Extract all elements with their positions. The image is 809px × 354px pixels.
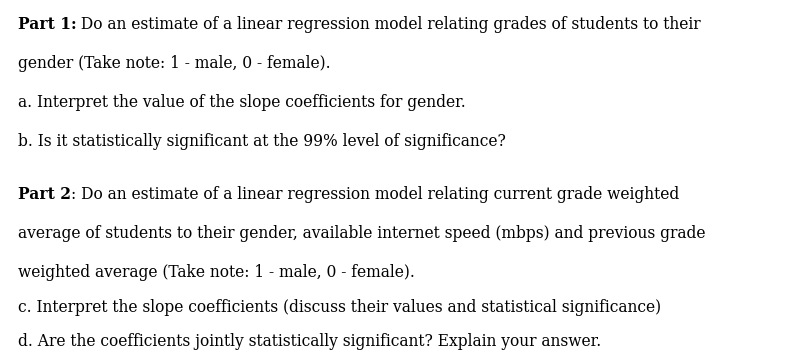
Text: b. Is it statistically significant at the 99% level of significance?: b. Is it statistically significant at th… <box>18 133 506 150</box>
Text: Part 2: Part 2 <box>18 186 71 203</box>
Text: c. Interpret the slope coefficients (discuss their values and statistical signif: c. Interpret the slope coefficients (dis… <box>18 299 661 316</box>
Text: Do an estimate of a linear regression model relating grades of students to their: Do an estimate of a linear regression mo… <box>76 16 701 33</box>
Text: average of students to their gender, available internet speed (mbps) and previou: average of students to their gender, ava… <box>18 225 705 242</box>
Text: gender (Take note: 1 - male, 0 - female).: gender (Take note: 1 - male, 0 - female)… <box>18 55 330 72</box>
Text: weighted average (Take note: 1 - male, 0 - female).: weighted average (Take note: 1 - male, 0… <box>18 264 415 281</box>
Text: a. Interpret the value of the slope coefficients for gender.: a. Interpret the value of the slope coef… <box>18 94 465 111</box>
Text: d. Are the coefficients jointly statistically significant? Explain your answer.: d. Are the coefficients jointly statisti… <box>18 333 601 350</box>
Text: : Do an estimate of a linear regression model relating current grade weighted: : Do an estimate of a linear regression … <box>71 186 679 203</box>
Text: Part 1:: Part 1: <box>18 16 76 33</box>
